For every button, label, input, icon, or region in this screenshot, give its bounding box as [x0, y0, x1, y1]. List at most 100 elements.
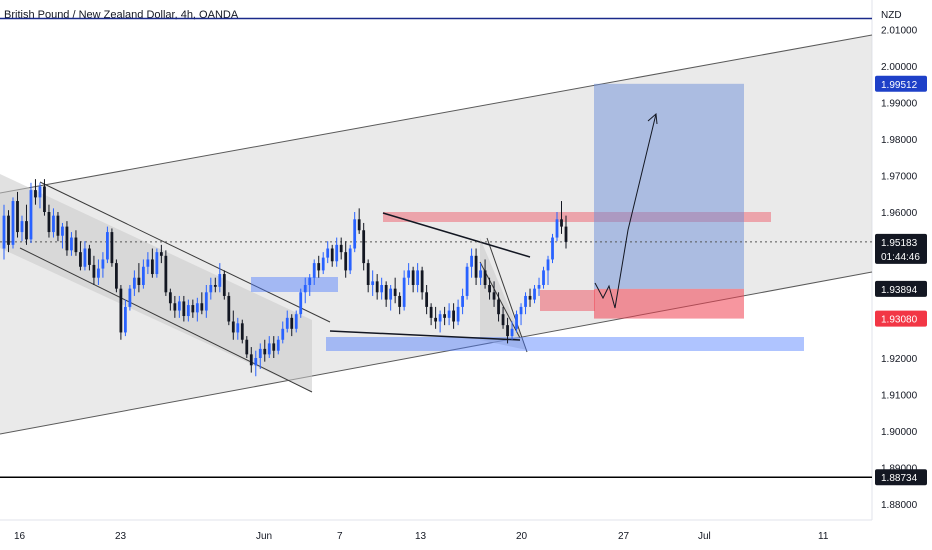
- candle: [362, 222, 366, 271]
- supply-zone[interactable]: [383, 212, 771, 222]
- candle: [52, 208, 55, 238]
- time-tick-label: 7: [337, 531, 343, 542]
- candle: [150, 248, 154, 278]
- candle-body: [542, 270, 545, 285]
- candle: [20, 215, 24, 242]
- candle-body: [115, 263, 118, 289]
- falling-wedge-line-2[interactable]: [479, 261, 521, 339]
- candle-body: [510, 328, 514, 337]
- time-axis[interactable]: 16 23 Jun 7 13 20 27 Jul 11: [14, 531, 829, 542]
- candle: [195, 297, 199, 322]
- candle: [443, 306, 447, 326]
- candle: [285, 310, 289, 333]
- time-tick-label: Jun: [256, 531, 272, 542]
- candle: [267, 336, 271, 358]
- candle-body: [173, 303, 177, 311]
- candle-body: [533, 288, 536, 300]
- candle-body: [47, 212, 51, 233]
- price-badge-text: 1.93080: [881, 315, 918, 326]
- currency-label: NZD: [881, 10, 902, 21]
- countdown-text: 01:44:46: [881, 252, 920, 263]
- candle-body: [97, 268, 100, 278]
- channel-upper-line[interactable]: [0, 34, 873, 194]
- price-tick-label: 1.92000: [881, 354, 918, 365]
- candle: [11, 197, 15, 249]
- candle: [339, 237, 343, 260]
- candle: [101, 252, 105, 278]
- time-tick-label: 13: [415, 531, 427, 542]
- position-stop-extension: [540, 290, 595, 311]
- falling-wedge-line-1[interactable]: [486, 237, 528, 353]
- candle-body: [123, 306, 127, 333]
- candle: [366, 259, 370, 293]
- demand-zone-2[interactable]: [326, 337, 804, 351]
- candle: [551, 233, 554, 264]
- candle-body: [258, 348, 262, 358]
- candle-body: [479, 270, 482, 278]
- candle: [371, 270, 375, 296]
- candle-body: [186, 305, 190, 317]
- candle-body: [555, 219, 559, 238]
- descending-channel-upper-line[interactable]: [39, 181, 331, 323]
- price-badge: 1.88734: [875, 469, 927, 486]
- price-tick-label: 1.90000: [881, 427, 918, 438]
- candle-body: [393, 288, 397, 296]
- descending-channel-lower-line[interactable]: [19, 247, 313, 393]
- candle-body: [245, 339, 249, 355]
- price-badge: 1.95183 01:44:46: [875, 233, 927, 264]
- candle: [330, 244, 334, 267]
- candle: [326, 241, 330, 264]
- descending-channel-fill[interactable]: [0, 174, 312, 392]
- candle: [204, 285, 208, 318]
- price-badge-text: 1.99512: [881, 80, 918, 91]
- candle-body: [411, 270, 415, 285]
- price-axis[interactable]: 2.01000 2.00000 1.99000 1.98000 1.97000 1.960…: [881, 26, 918, 512]
- candle-body: [362, 230, 366, 264]
- position-stop-zone[interactable]: [594, 288, 744, 319]
- candle-body: [56, 215, 60, 236]
- price-tick-label: 1.88000: [881, 500, 918, 511]
- candle: [353, 212, 357, 253]
- time-tick-label: 16: [14, 531, 26, 542]
- candle: [384, 281, 388, 307]
- price-tick-label: 1.89000: [881, 464, 918, 475]
- candle-body: [25, 221, 28, 240]
- candle-body: [240, 323, 244, 340]
- candle-body: [537, 285, 541, 289]
- position-target-zone[interactable]: [594, 83, 744, 289]
- candle: [16, 191, 19, 238]
- candle: [447, 303, 451, 326]
- price-badge-bg: [875, 233, 927, 264]
- candle: [141, 259, 145, 289]
- candle-body: [461, 295, 464, 307]
- candle-body: [546, 259, 550, 271]
- candle: [420, 266, 424, 300]
- triangle-lower-line[interactable]: [329, 330, 521, 341]
- price-tick-label: 2.01000: [881, 26, 918, 37]
- projection-path[interactable]: [594, 113, 657, 309]
- candle-body: [34, 190, 37, 198]
- candle: [425, 285, 429, 315]
- candle-body: [29, 190, 33, 240]
- candle-body: [366, 263, 370, 285]
- candle-body: [159, 252, 163, 256]
- candle-body: [191, 305, 195, 313]
- candle: [533, 285, 536, 304]
- candle: [438, 310, 442, 333]
- candle-body: [299, 292, 303, 315]
- price-badge-text: 1.93894: [881, 285, 918, 296]
- candle: [110, 228, 114, 267]
- demand-zone-1[interactable]: [251, 277, 338, 292]
- candle-body: [515, 314, 518, 329]
- price-badge-bg: [875, 310, 927, 327]
- candle: [218, 263, 222, 293]
- candle-body: [398, 295, 402, 307]
- candle: [429, 303, 433, 326]
- candle: [303, 277, 307, 304]
- candle-body: [506, 325, 509, 337]
- candle: [452, 303, 455, 329]
- candle-body: [61, 226, 64, 236]
- candle-body: [497, 299, 500, 315]
- triangle-upper-line[interactable]: [382, 212, 531, 258]
